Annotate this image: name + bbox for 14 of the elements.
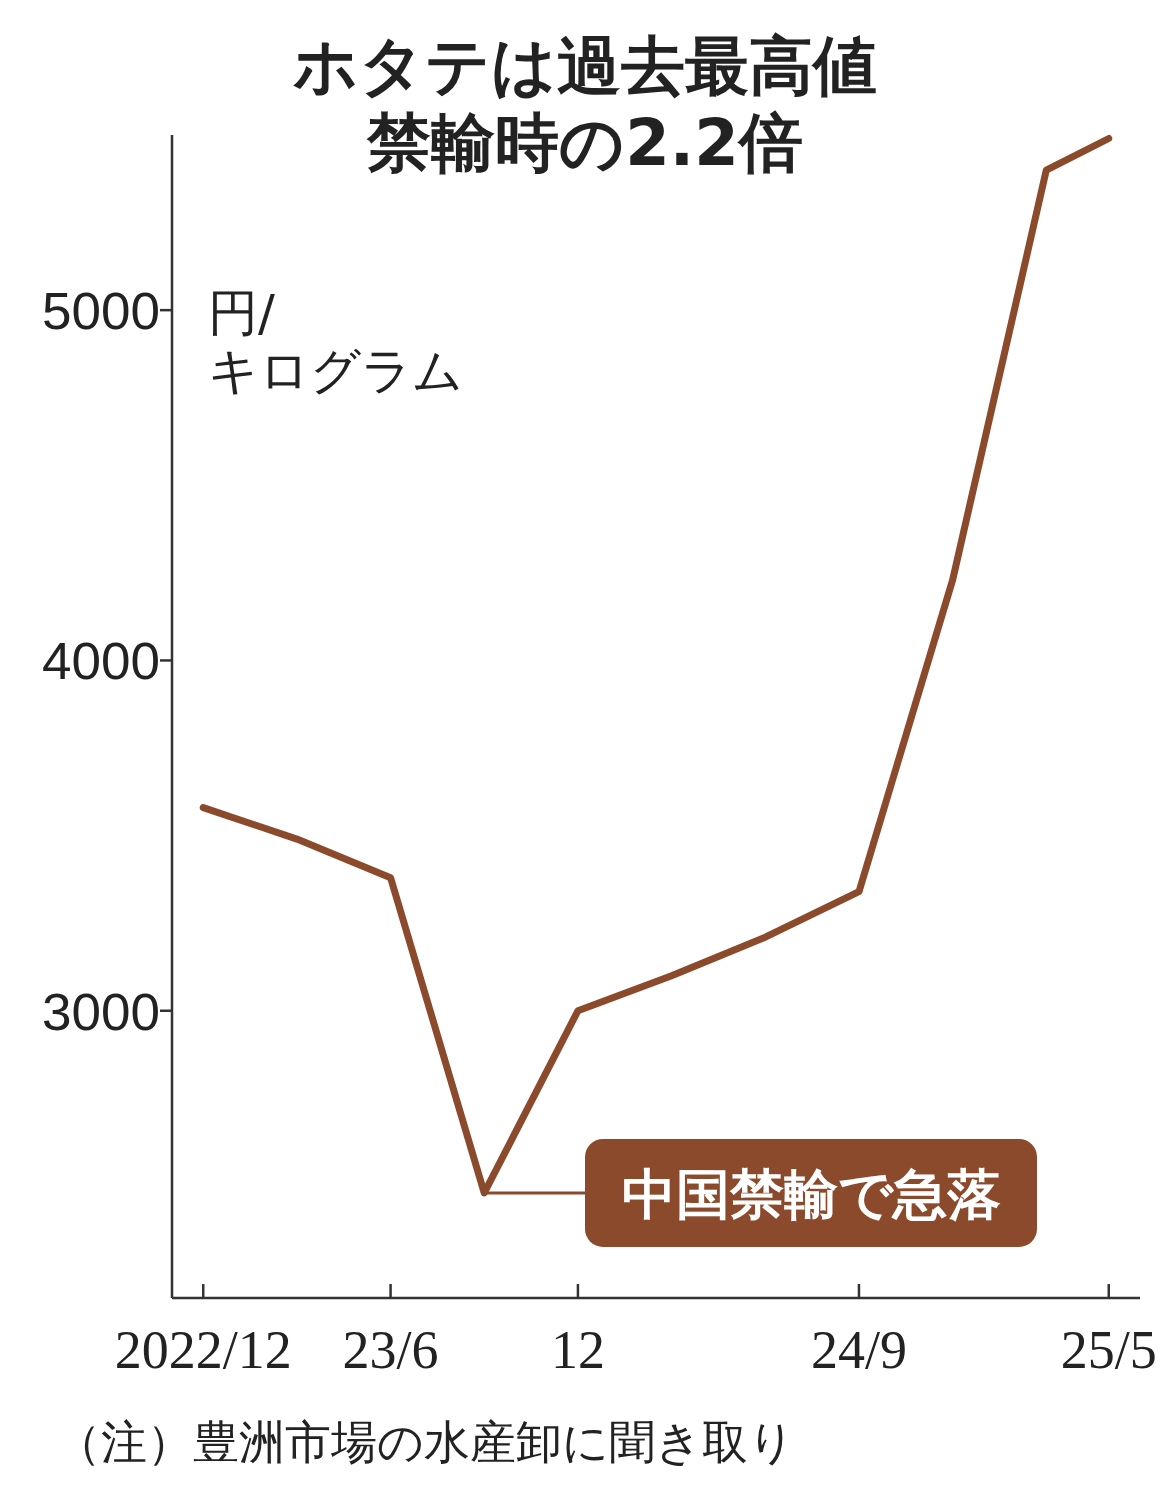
y-tick-label: 4000 [42,632,160,691]
y-tick-label: 3000 [42,982,160,1041]
x-tick-label: 24/9 [810,1320,907,1380]
x-tick-label: 12 [550,1320,605,1380]
text: （注）豊洲市場の水産卸に聞き取り [55,1415,795,1469]
x-tick-label: 2022/12 [114,1320,292,1380]
y-tick-label: 5000 [42,282,160,341]
annotation: 中国禁輸で急落 [621,1162,1001,1226]
annotation-callout: 中国禁輸で急落 [484,1138,1037,1247]
chart-subtitle: 禁輸時の2.2倍 [366,106,803,180]
x-tick-label: 23/6 [342,1320,439,1380]
chart-title: ホタテは過去最高値 [293,29,877,103]
y-axis-title: 円/キログラム [208,284,463,400]
x-tick-label: 25/5 [1060,1320,1157,1380]
